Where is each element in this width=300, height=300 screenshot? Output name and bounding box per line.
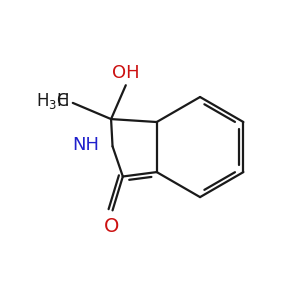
Text: O: O bbox=[103, 217, 119, 236]
Text: OH: OH bbox=[112, 64, 140, 82]
Text: NH: NH bbox=[72, 136, 99, 154]
Text: H: H bbox=[57, 92, 69, 110]
Text: H$_3$C: H$_3$C bbox=[36, 92, 69, 111]
